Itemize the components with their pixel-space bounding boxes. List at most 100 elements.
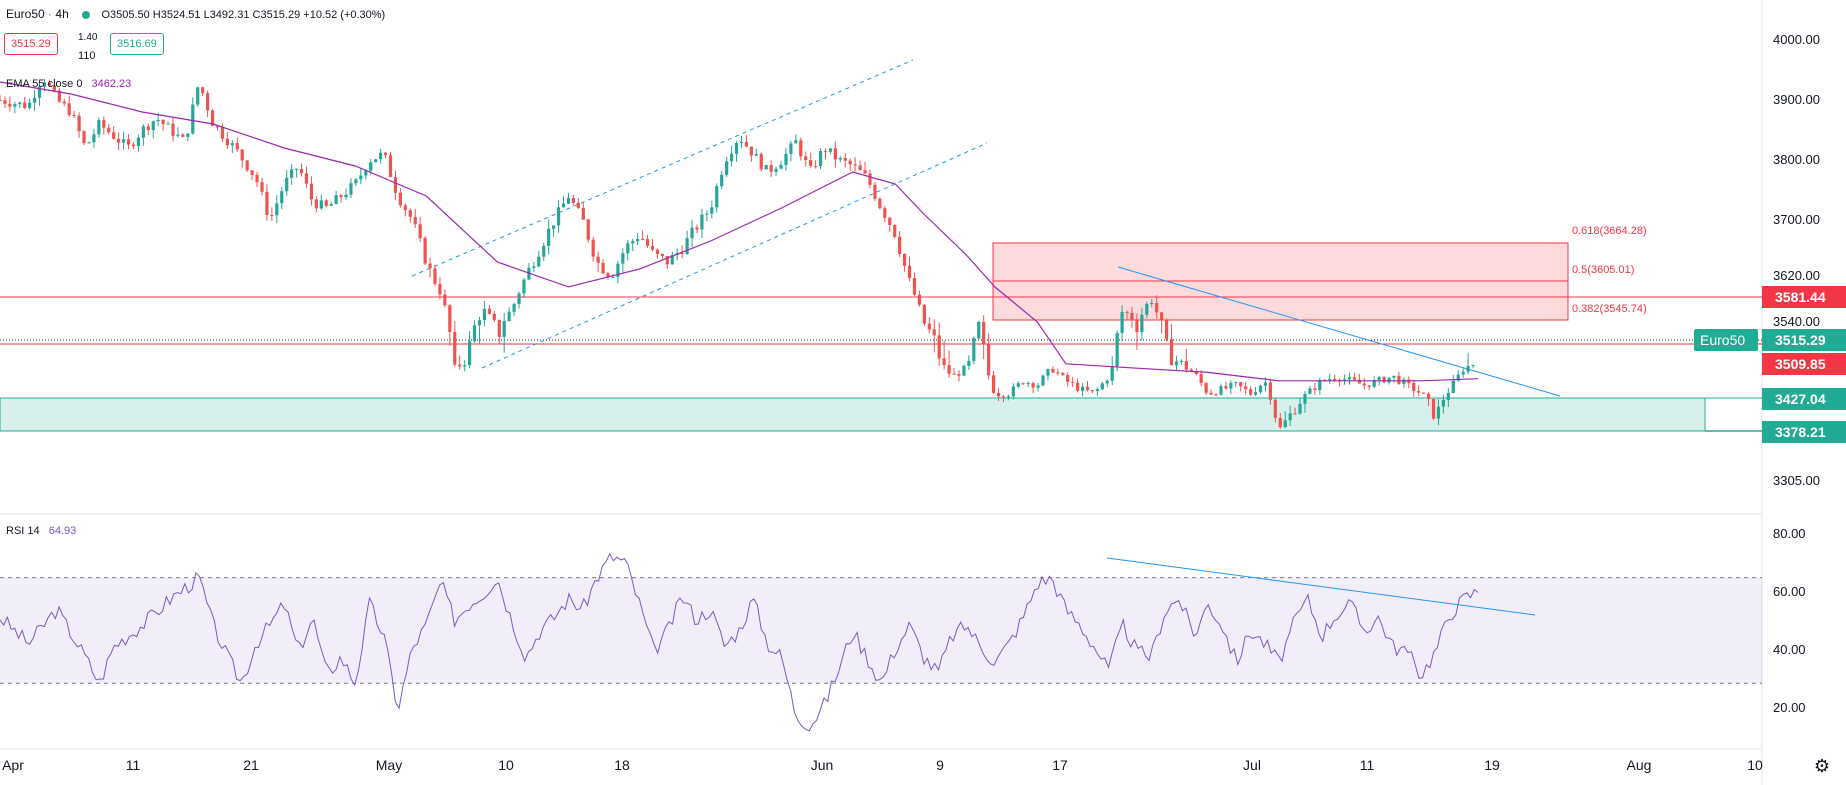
trendlines[interactable] bbox=[411, 59, 1561, 397]
candle-body bbox=[477, 320, 482, 326]
candle-body bbox=[665, 256, 669, 265]
candle-body bbox=[759, 153, 763, 170]
ohlc-readout: O3505.50 H3524.51 L3492.31 C3515.29 +10.… bbox=[101, 9, 386, 21]
last-price-tag bbox=[1762, 329, 1846, 351]
candle-body bbox=[991, 375, 996, 393]
candle-body bbox=[285, 177, 289, 192]
level-tag-support-high bbox=[1762, 353, 1846, 375]
candle-body bbox=[423, 238, 427, 264]
candle-body bbox=[1441, 399, 1445, 407]
candle-body bbox=[453, 331, 457, 365]
candle-body bbox=[907, 265, 912, 279]
rsi-tick-label: 60.00 bbox=[1773, 584, 1806, 599]
candle-body bbox=[512, 304, 516, 312]
candle-body bbox=[626, 243, 630, 254]
candle-body bbox=[591, 239, 595, 257]
candle-body bbox=[369, 162, 373, 171]
level-tag-demand-top bbox=[1762, 388, 1846, 410]
candle-body bbox=[996, 392, 1001, 397]
rsi-legend[interactable]: RSI 14 64.93 bbox=[6, 525, 76, 537]
candle-body bbox=[522, 279, 526, 294]
rsi-trendline[interactable] bbox=[1106, 557, 1536, 616]
candle-body bbox=[764, 165, 768, 170]
candle-body bbox=[304, 173, 309, 184]
candle-body bbox=[1036, 385, 1040, 388]
candle-body bbox=[206, 93, 210, 111]
candle-body bbox=[932, 329, 936, 336]
candle-body bbox=[482, 308, 487, 321]
candle-body bbox=[23, 102, 27, 109]
candle-body bbox=[487, 308, 491, 314]
candle-body bbox=[230, 142, 234, 146]
candle-body bbox=[418, 224, 422, 239]
candle-body bbox=[957, 373, 961, 376]
settings-gear-icon[interactable]: ⚙ bbox=[1813, 756, 1830, 776]
candle-body bbox=[1125, 311, 1129, 313]
candle-body bbox=[1071, 381, 1075, 383]
candle-body bbox=[448, 305, 452, 332]
candle-body bbox=[1046, 368, 1050, 376]
candle-body bbox=[982, 321, 986, 344]
sell-button[interactable]: 3515.29 bbox=[4, 33, 58, 55]
candle-body bbox=[720, 174, 724, 187]
candle-body bbox=[393, 177, 398, 193]
candle-body bbox=[645, 239, 650, 246]
candle-body bbox=[547, 228, 551, 246]
fib-label-0.5: 0.5(3605.01) bbox=[1572, 264, 1634, 276]
candle-body bbox=[596, 256, 600, 263]
time-tick-label: 9 bbox=[936, 757, 944, 773]
ema-55-line bbox=[0, 81, 1479, 382]
candle-body bbox=[809, 160, 813, 166]
candle-body bbox=[374, 159, 378, 163]
candle-body bbox=[838, 157, 842, 160]
candle-body bbox=[566, 198, 571, 204]
candle-body bbox=[117, 138, 121, 143]
candle-body bbox=[848, 160, 852, 165]
candle-body bbox=[823, 151, 828, 153]
price-tick-label: 3900.00 bbox=[1773, 92, 1820, 107]
symbol-legend[interactable]: Euro50 · 4h O3505.50 H3524.51 L3492.31 C… bbox=[6, 7, 386, 21]
candle-body bbox=[97, 120, 101, 135]
candle-body bbox=[1298, 403, 1302, 414]
level-tag-label-resistance: 3581.44 bbox=[1775, 289, 1826, 305]
candle-body bbox=[1001, 396, 1006, 398]
candle-body bbox=[1041, 375, 1045, 386]
candle-body bbox=[690, 227, 694, 239]
candle-body bbox=[280, 191, 284, 204]
candle-body bbox=[329, 204, 333, 206]
ema-legend[interactable]: EMA 55 close 0 3462.23 bbox=[6, 78, 131, 90]
trendline-descending-resistance[interactable] bbox=[1117, 266, 1561, 397]
fib-label-0.382: 0.382(3545.74) bbox=[1572, 303, 1647, 315]
candle-body bbox=[794, 140, 798, 144]
candle-body bbox=[1189, 369, 1193, 372]
candle-body bbox=[1422, 392, 1426, 394]
candle-body bbox=[725, 161, 729, 175]
price-tick-label: 4000.00 bbox=[1773, 32, 1820, 47]
candle-body bbox=[1145, 303, 1149, 315]
candle-body bbox=[1417, 390, 1421, 393]
fib-label-0.618: 0.618(3664.28) bbox=[1572, 225, 1647, 237]
buy-button[interactable]: 3516.69 bbox=[110, 33, 164, 55]
candle-body bbox=[863, 170, 867, 174]
price-tick-label: 3700.00 bbox=[1773, 212, 1820, 227]
candle-body bbox=[804, 156, 808, 161]
candle-body bbox=[314, 199, 318, 209]
candle-body bbox=[1392, 375, 1396, 378]
candle-body bbox=[552, 225, 556, 229]
candle-body bbox=[962, 365, 966, 376]
candle-body bbox=[715, 186, 719, 208]
candle-body bbox=[1150, 303, 1154, 305]
candle-body bbox=[1006, 396, 1011, 398]
candle-body bbox=[260, 182, 264, 192]
candle-body bbox=[853, 164, 857, 166]
candle-body bbox=[542, 245, 546, 257]
trendline-channel-upper[interactable] bbox=[411, 59, 914, 277]
candle-body bbox=[398, 192, 402, 206]
symbol-tag-label: Euro50 bbox=[1700, 332, 1745, 348]
candle-body bbox=[443, 294, 447, 306]
time-tick-label: 11 bbox=[126, 757, 141, 773]
candle-body bbox=[102, 120, 106, 128]
candle-body bbox=[1031, 383, 1035, 388]
